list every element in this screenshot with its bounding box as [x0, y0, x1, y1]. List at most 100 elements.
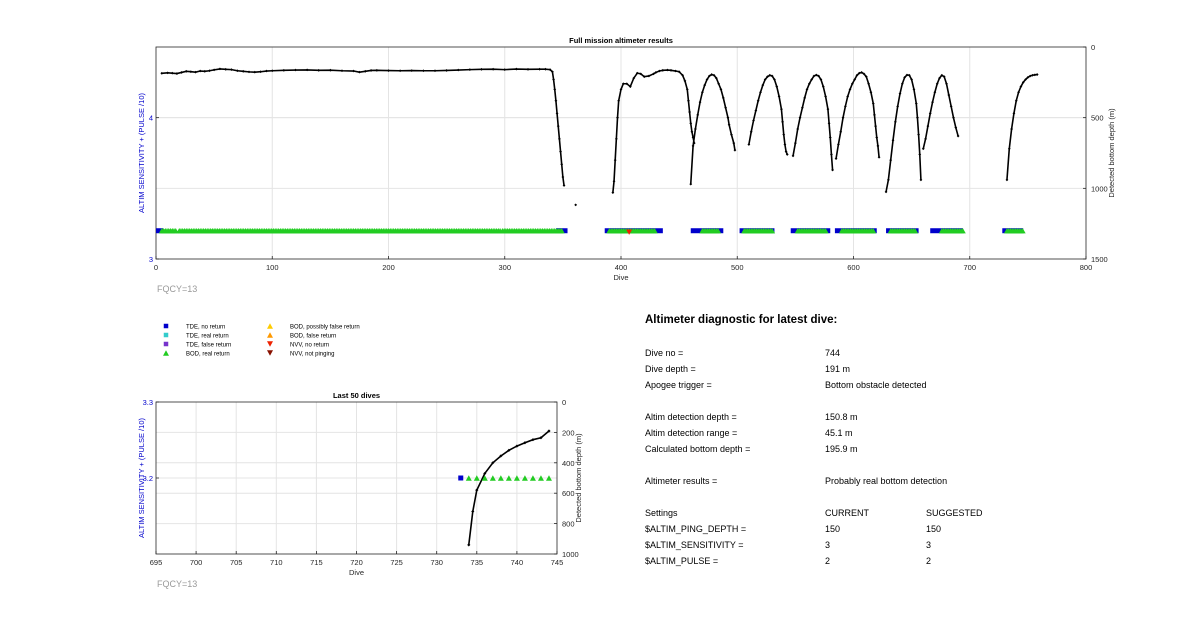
setting-pulse-current: 2	[825, 556, 831, 566]
depth-point	[867, 82, 871, 86]
depth-point	[491, 67, 495, 71]
depth-point	[208, 69, 211, 73]
depth-point	[876, 144, 880, 148]
depth-point	[770, 74, 774, 78]
depth-point	[559, 150, 562, 153]
bod-marker	[558, 228, 565, 234]
legend-item: TDE, false return	[163, 341, 231, 349]
legend-item: BOD, false return	[267, 332, 336, 340]
depth-point	[557, 137, 561, 141]
depth-point	[705, 78, 709, 81]
setting-pulse-label: $ALTIM_PULSE =	[645, 556, 719, 566]
diagnostic-title: Altimeter diagnostic for latest dive:	[645, 314, 838, 326]
depth-point	[805, 88, 809, 91]
bod-marker	[545, 475, 552, 481]
depth-point	[677, 70, 681, 74]
depth-point	[860, 71, 864, 74]
legend-label: BOD, possibly false return	[290, 325, 360, 331]
depth-point	[834, 157, 838, 161]
depth-point	[551, 70, 554, 74]
depth-point	[900, 82, 904, 86]
depth-point	[560, 162, 564, 166]
depth-point	[475, 488, 479, 492]
depth-point	[265, 69, 268, 73]
tde-marker-run	[156, 228, 163, 234]
bod-marker	[870, 228, 877, 234]
depth-point	[921, 147, 925, 151]
depth-point	[905, 73, 909, 77]
depth-point	[189, 70, 193, 74]
depth-line	[835, 71, 880, 159]
y-right-tick-label: 0	[1091, 43, 1095, 52]
x-tick-label: 715	[310, 558, 323, 567]
depth-point	[203, 69, 207, 73]
depth-point	[926, 124, 930, 128]
depth-point	[952, 116, 955, 120]
legend-square-icon	[163, 332, 169, 338]
x-axis-label: Dive	[349, 568, 364, 577]
depth-point	[947, 93, 951, 97]
setting-sensitivity-suggested: 3	[926, 540, 932, 550]
depth-point	[1024, 78, 1027, 81]
depth-point	[893, 120, 897, 124]
depth-point	[317, 68, 321, 72]
depth-point	[612, 179, 616, 183]
depth-point	[831, 168, 834, 172]
depth-point	[694, 127, 697, 131]
depth-point	[198, 69, 202, 73]
y-left-tick-label: 4	[149, 114, 153, 123]
depth-point	[259, 70, 263, 74]
depth-point	[683, 79, 687, 83]
depth-point	[793, 141, 797, 145]
depth-point	[556, 124, 560, 128]
depth-point	[468, 68, 472, 72]
bod-marker	[537, 475, 544, 481]
altim-detection-range-label: Altim detection range =	[645, 428, 738, 438]
depth-point	[170, 71, 174, 75]
altim-detection-range-value: 45.1 m	[825, 428, 853, 438]
y-right-tick-label: 400	[562, 459, 575, 468]
x-tick-label: 600	[847, 263, 860, 272]
depth-point	[910, 78, 914, 81]
x-tick-label: 200	[382, 263, 395, 272]
x-tick-label: 705	[230, 558, 243, 567]
y-right-axis-label: Detected bottom depth (m)	[1107, 108, 1116, 198]
y-right-tick-label: 1000	[1091, 184, 1108, 193]
depth-point	[719, 88, 723, 91]
depth-point	[830, 153, 833, 156]
depth-point	[1017, 90, 1020, 94]
legend-item: BOD, possibly false return	[267, 323, 360, 331]
legend-triangle-down-icon	[267, 341, 273, 347]
legend: TDE, no return TDE, real return TDE, false…	[163, 323, 360, 358]
depth-point	[773, 78, 776, 81]
y-left-tick-label: 3	[149, 255, 153, 264]
depth-point	[928, 112, 932, 115]
legend-label: TDE, false return	[186, 343, 231, 349]
depth-point	[945, 82, 948, 86]
depth-point	[733, 148, 737, 152]
depth-point	[855, 73, 859, 77]
depth-point	[752, 119, 755, 122]
depth-point	[698, 100, 702, 104]
depth-point	[180, 71, 183, 74]
calculated-bottom-depth-value: 195.9 m	[825, 444, 858, 454]
legend-triangle-up-icon	[267, 323, 273, 329]
depth-point	[710, 73, 714, 76]
depth-point	[642, 75, 646, 79]
depth-point	[547, 429, 551, 433]
depth-point	[689, 121, 693, 125]
legend-item: NVV, no return	[267, 341, 329, 349]
bod-marker	[505, 475, 512, 481]
depth-point	[812, 74, 816, 78]
depth-point	[886, 178, 890, 182]
bod-marker	[521, 475, 528, 481]
x-tick-label: 400	[615, 263, 628, 272]
depth-line	[612, 69, 696, 193]
series-tde-no-return	[458, 475, 464, 481]
depth-point	[826, 107, 830, 111]
depth-point	[687, 99, 690, 103]
depth-point	[1019, 85, 1023, 88]
depth-point	[1005, 178, 1009, 182]
depth-point	[848, 88, 852, 91]
depth-point	[898, 92, 902, 96]
